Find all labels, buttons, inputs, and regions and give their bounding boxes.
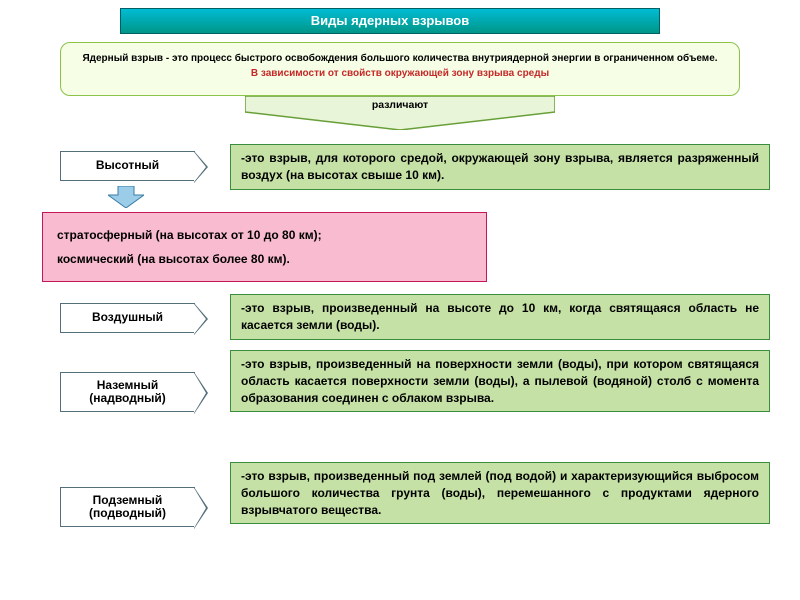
type-label-underground-text: Подземный (подводный): [61, 494, 194, 520]
type-label-air: Воздушный: [60, 303, 195, 333]
desc-surface: -это взрыв, произведенный на поверхности…: [230, 350, 770, 412]
subtype-cosmic: космический (на высотах более 80 км).: [57, 247, 472, 271]
definition-line1: Ядерный взрыв - это процесс быстрого осв…: [75, 51, 725, 66]
definition-box: Ядерный взрыв - это процесс быстрого осв…: [60, 42, 740, 96]
desc-high-altitude: -это взрыв, для которого средой, окружаю…: [230, 144, 770, 190]
subtype-box: стратосферный (на высотах от 10 до 80 км…: [42, 212, 487, 282]
type-label-surface: Наземный (надводный): [60, 372, 195, 412]
type-label-high-altitude: Высотный: [60, 151, 195, 181]
subtype-stratospheric: стратосферный (на высотах от 10 до 80 км…: [57, 223, 472, 247]
definition-line2: В зависимости от свойств окружающей зону…: [75, 66, 725, 81]
desc-air: -это взрыв, произведенный на высоте до 1…: [230, 294, 770, 340]
desc-underground: -это взрыв, произведенный под землей (по…: [230, 462, 770, 524]
chevron-label: различают: [245, 99, 555, 111]
type-label-surface-text: Наземный (надводный): [61, 379, 194, 405]
arrow-down-icon: [108, 186, 144, 208]
chevron-connector: различают: [245, 96, 555, 130]
type-label-underground: Подземный (подводный): [60, 487, 195, 527]
page-title: Виды ядерных взрывов: [120, 8, 660, 34]
